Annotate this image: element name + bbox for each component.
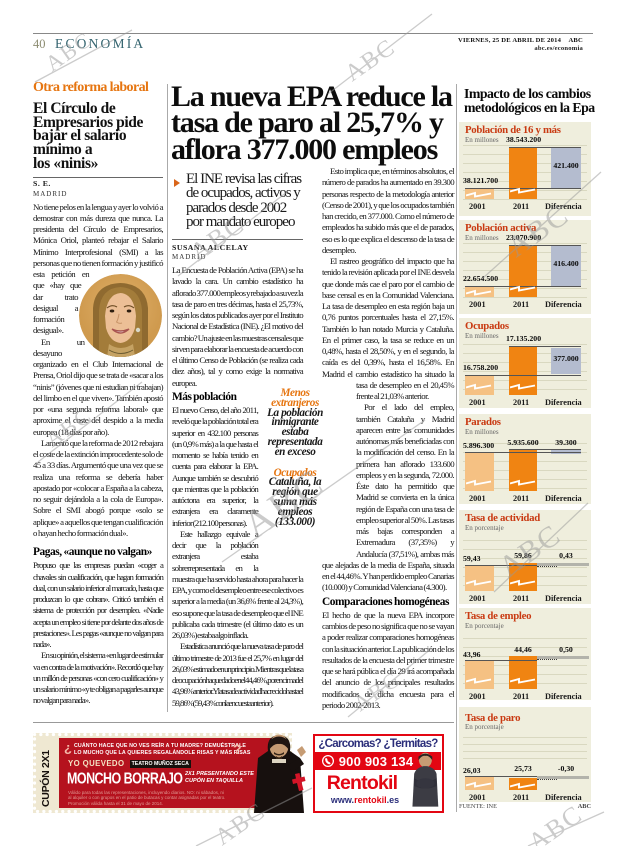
svg-text:ABC: ABC [341,34,401,87]
